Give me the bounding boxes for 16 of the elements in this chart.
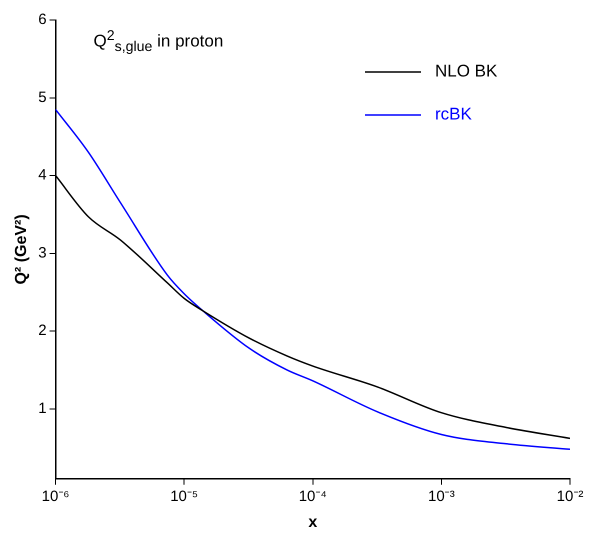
text: Q$^{2}$$_{s,glue}$ in proton <box>94 28 224 56</box>
y-axis-title: Q² (GeV²) <box>13 214 30 285</box>
y-tick-label: 5 <box>38 88 47 106</box>
y-tick-label: 3 <box>38 244 47 262</box>
y-tick-label: 6 <box>38 11 47 28</box>
legend-label: rcBK <box>435 104 472 124</box>
x-tick-label: 10⁻⁶ <box>42 488 70 505</box>
x-tick-label: 10⁻⁴ <box>298 488 327 505</box>
x-tick-label: 10⁻³ <box>428 488 455 505</box>
x-axis-title: x <box>308 514 318 531</box>
y-tick-label: 4 <box>38 166 47 184</box>
y-tick-label: 2 <box>38 322 47 340</box>
x-tick-label: 10⁻² <box>556 488 584 505</box>
x-tick-label: 10⁻⁵ <box>170 488 198 505</box>
legend-label: NLO BK <box>435 62 498 81</box>
y-tick-label: 1 <box>38 400 47 417</box>
